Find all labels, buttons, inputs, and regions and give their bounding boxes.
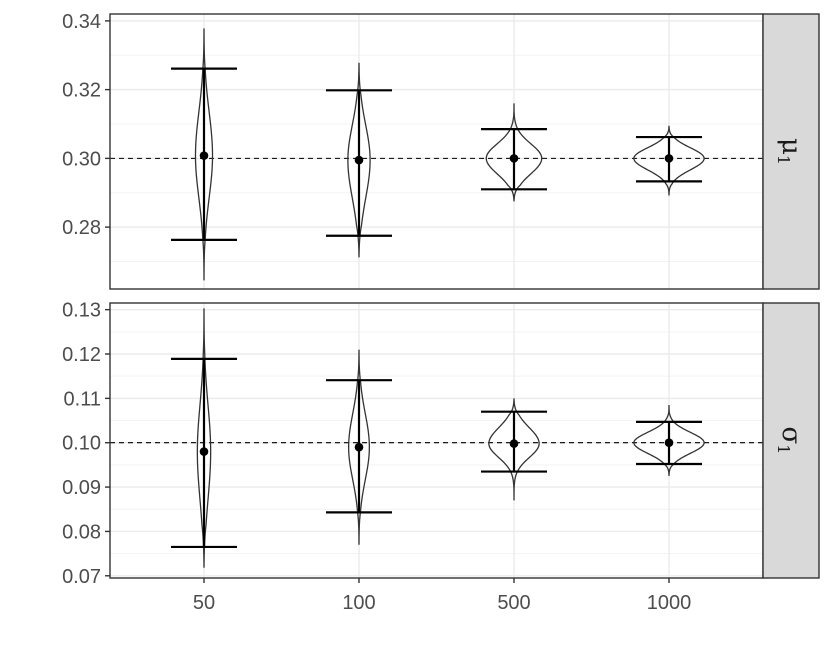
x-tick-label: 500 (497, 592, 530, 614)
panel-background (110, 303, 763, 578)
mean-point (354, 442, 364, 452)
violin (347, 62, 371, 258)
y-tick-label: 0.08 (62, 521, 101, 543)
mean-point (509, 154, 519, 163)
facet-strip (762, 13, 820, 290)
violin (633, 405, 705, 477)
y-tick-label: 0.28 (62, 217, 101, 239)
x-tick-label: 50 (193, 592, 215, 614)
x-tick-label: 1000 (647, 592, 692, 614)
group-500 (481, 103, 547, 202)
y-tick-label: 0.30 (62, 148, 101, 170)
group-1000 (633, 405, 705, 477)
violin (347, 349, 371, 545)
y-tick-label: 0.07 (62, 566, 101, 588)
panel-2: 0.07 0.08 0.09 0.10 0.11 0.12 0.13 σ1 (62, 300, 820, 588)
mean-point (664, 438, 674, 448)
y-tick-label: 0.11 (64, 388, 101, 410)
x-tick-label: 100 (342, 592, 375, 614)
violin (196, 308, 212, 568)
violin (633, 125, 705, 196)
group-100 (326, 349, 392, 545)
panel-1: 0.28 0.30 0.32 0.34 μ1 (62, 11, 820, 290)
group-500 (481, 398, 547, 501)
violin (488, 398, 540, 501)
facet-strip (762, 302, 820, 579)
y-tick-label: 0.09 (62, 477, 101, 499)
mean-point (354, 155, 364, 165)
group-1000 (633, 125, 705, 196)
y-tick-label: 0.12 (62, 344, 101, 366)
mean-point (509, 439, 519, 448)
y-tick-label: 0.34 (62, 11, 101, 33)
violin (485, 103, 543, 202)
mean-point (199, 447, 209, 456)
group-50 (171, 28, 237, 281)
facet-strip-label: μ1 (774, 138, 806, 165)
panel-background (110, 14, 763, 289)
y-tick-label: 0.10 (62, 433, 101, 455)
facet-strip-label: σ1 (774, 427, 806, 455)
y-tick-label: 0.13 (62, 300, 101, 322)
y-tick-label: 0.32 (62, 80, 101, 102)
group-50 (171, 308, 237, 568)
mean-point (199, 151, 209, 160)
violin (194, 28, 214, 281)
group-100 (326, 62, 392, 258)
mean-point (664, 154, 674, 163)
